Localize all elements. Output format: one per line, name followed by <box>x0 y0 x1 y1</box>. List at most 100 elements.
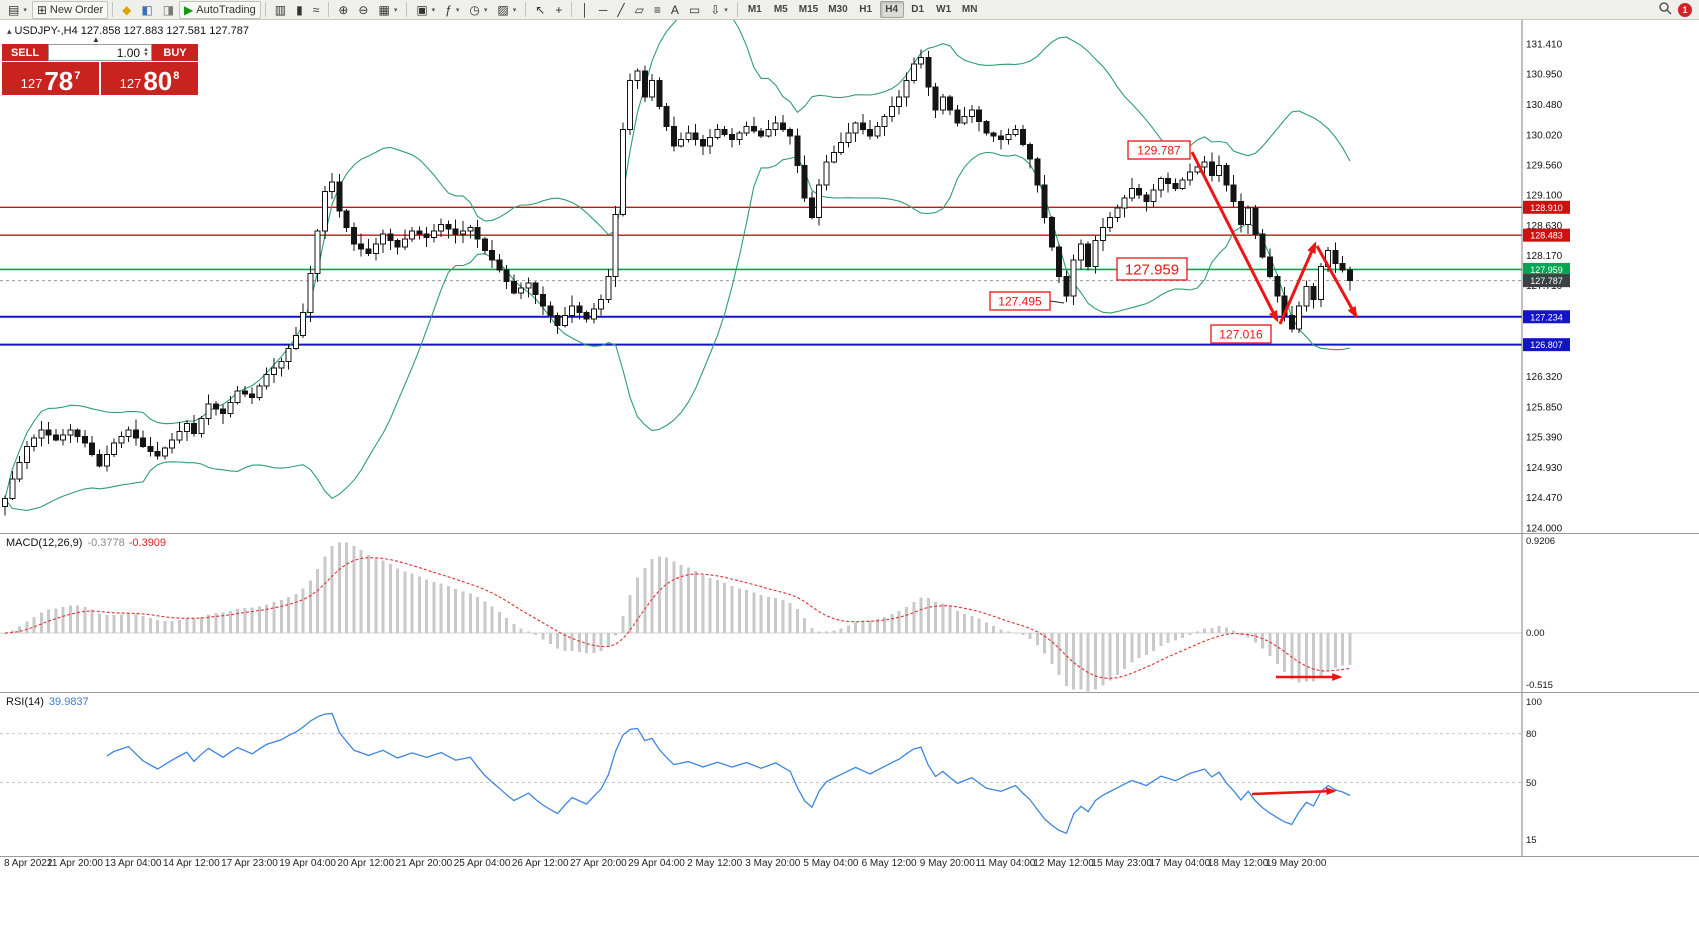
dropdown-arrow-icon: ▾ <box>393 6 398 14</box>
sell-button[interactable]: SELL <box>2 44 48 61</box>
annotation-label-box-127.959[interactable] <box>1116 257 1188 281</box>
sell-price-pips: 78 <box>44 66 74 96</box>
bar-chart-button[interactable]: ▥ <box>270 1 291 19</box>
volume-value: 1.00 <box>116 45 141 60</box>
timeframe-button-d1[interactable]: D1 <box>911 4 925 15</box>
templates-button[interactable]: ▨ ▾ <box>492 1 521 19</box>
label-icon: ▭ <box>688 2 701 17</box>
annotation-label-box-127.495[interactable] <box>989 291 1051 311</box>
indicators-button[interactable]: ƒ ▾ <box>440 1 464 19</box>
timeframe-button-m30[interactable]: M30 <box>828 4 848 15</box>
autotrading-button[interactable]: ▶ AutoTrading <box>179 0 261 19</box>
label-button[interactable]: ▭ <box>684 1 705 19</box>
annotation-label-box-129.787[interactable] <box>1127 140 1191 160</box>
toolbar-separator <box>112 2 114 17</box>
cursor-icon: ↖ <box>535 2 546 17</box>
macd-indicator-title: MACD(12,26,9) -0.3778 -0.3909 <box>6 537 166 549</box>
timeframe-button-w1[interactable]: W1 <box>936 4 952 15</box>
macd-scale-label: 0.00 <box>1526 628 1545 639</box>
annotation-label-text: 127.959 <box>1125 261 1179 278</box>
trend-arrow-2[interactable] <box>1278 241 1317 325</box>
buy-price[interactable]: 127 80 8 <box>101 62 198 95</box>
text-button[interactable]: A <box>666 1 684 19</box>
price-axis-label: 128.170 <box>1526 251 1563 262</box>
date-label: 11 Apr 20:00 <box>47 858 103 869</box>
arrows-tool-icon: ⇩ <box>710 2 721 17</box>
autotrading-button-label: AutoTrading <box>196 3 256 16</box>
timeframe-button-m1[interactable]: M1 <box>747 4 762 15</box>
dropdown-arrow-icon: ▾ <box>483 6 488 14</box>
trend-arrow-1[interactable] <box>1190 151 1279 323</box>
date-label: 25 Apr 04:00 <box>453 858 511 869</box>
trendline-icon: ╱ <box>617 2 625 17</box>
price-chart[interactable]: 129.787 127.959 127.495 127.016 131.410 130.9… <box>0 20 1699 533</box>
date-label: 11 May 04:00 <box>975 858 1036 869</box>
expert-advisors-icon: ◆ <box>122 2 132 17</box>
fibonacci-button[interactable]: ≡ <box>649 1 666 19</box>
macd-name: MACD(12,26,9) <box>6 537 83 549</box>
price-axis-labels: 131.410 130.950 130.480 130.020 129.560 129.1… <box>1523 40 1570 533</box>
volume-spinner[interactable]: ▲ ▼ <box>143 46 149 58</box>
channel-button[interactable]: ▱ <box>630 1 649 19</box>
vertical-line-button[interactable]: │ <box>576 1 594 19</box>
new-chart-button[interactable]: ▤ ▾ <box>3 1 32 19</box>
periods-button[interactable]: ◷ ▾ <box>464 1 492 19</box>
candlesticks <box>2 49 1353 516</box>
panel-separator[interactable] <box>0 692 1699 693</box>
zoom-in-button[interactable]: ⊕ <box>333 1 353 19</box>
macd-panel[interactable]: 0.9206 0.00 -0.515 <box>0 534 1699 692</box>
macd-scale-label: 0.9206 <box>1526 536 1555 547</box>
time-axis[interactable]: 8 Apr 2022 11 Apr 20:00 13 Apr 04:00 14 Apr… <box>0 858 1699 872</box>
macd-main-value: -0.3778 <box>87 537 125 549</box>
line-chart-button[interactable]: ≈ <box>308 1 325 19</box>
timeframe-button-mn[interactable]: MN <box>961 4 978 15</box>
one-click-collapse-button[interactable]: ▲ <box>92 35 100 44</box>
rsi-line <box>106 712 1351 835</box>
date-label: 19 Apr 04:00 <box>279 858 336 869</box>
timeframe-button-h1[interactable]: H1 <box>859 4 873 15</box>
trendline-button[interactable]: ╱ <box>612 1 629 19</box>
tile-windows-button[interactable]: ▣ ▾ <box>411 1 440 19</box>
timeframe-button-m15[interactable]: M15 <box>798 4 819 15</box>
timeframe-button-h4[interactable]: H4 <box>879 1 904 18</box>
new-order-button[interactable]: ⊞ New Order <box>31 0 109 19</box>
bollinger-lower-line <box>4 151 1351 511</box>
candlestick-chart-button[interactable]: ▮ <box>291 1 308 19</box>
indicators-icon: ƒ <box>445 2 452 17</box>
tile-windows-icon: ▣ <box>416 2 428 17</box>
market-watch-button[interactable]: ◧ <box>136 1 157 19</box>
search-icon[interactable] <box>1658 1 1672 18</box>
macd-scale-label: -0.515 <box>1526 680 1553 691</box>
macd-histogram <box>3 542 1352 692</box>
trend-arrow-3[interactable] <box>1315 245 1358 319</box>
sell-price[interactable]: 127 78 7 <box>2 62 99 95</box>
panel-separator[interactable] <box>0 533 1699 534</box>
price-axis-label: 125.390 <box>1526 433 1563 444</box>
toolbar-separator <box>264 2 266 17</box>
rsi-panel[interactable]: 100 80 50 15 <box>0 693 1699 856</box>
rsi-annotation-arrow[interactable] <box>1251 787 1337 796</box>
timeframe-button-m5[interactable]: M5 <box>773 4 788 15</box>
price-axis-label: 130.950 <box>1526 70 1563 81</box>
macd-signal-value: -0.3909 <box>128 537 167 549</box>
horizontal-lines <box>0 206 1522 346</box>
arrows-tool-button[interactable]: ⇩ ▾ <box>705 1 733 19</box>
data-window-button[interactable]: ◨ <box>158 1 179 19</box>
date-label: 14 Apr 12:00 <box>162 858 220 869</box>
toolbar-separator <box>406 2 408 17</box>
crosshair-button[interactable]: + <box>550 1 567 19</box>
buy-button[interactable]: BUY <box>152 44 198 61</box>
zoom-out-button[interactable]: ⊖ <box>353 1 373 19</box>
volume-input[interactable]: 1.00 ▲ ▼ <box>48 44 152 61</box>
notification-badge[interactable]: 1 <box>1678 2 1692 17</box>
price-tag-127.234: 127.234 <box>1530 312 1563 322</box>
horizontal-line-button[interactable]: ─ <box>594 1 613 19</box>
annotation-label-box-127.016[interactable] <box>1210 324 1272 344</box>
bollinger-bands <box>4 20 1351 511</box>
expert-advisors-button[interactable]: ◆ <box>117 1 136 19</box>
price-axis-label: 130.480 <box>1526 100 1563 111</box>
price-axis-label: 124.930 <box>1526 463 1563 474</box>
new-order-button-label: New Order <box>49 3 104 16</box>
cursor-button[interactable]: ↖ <box>530 1 550 19</box>
chart-grid-button[interactable]: ▦ ▾ <box>373 1 402 19</box>
